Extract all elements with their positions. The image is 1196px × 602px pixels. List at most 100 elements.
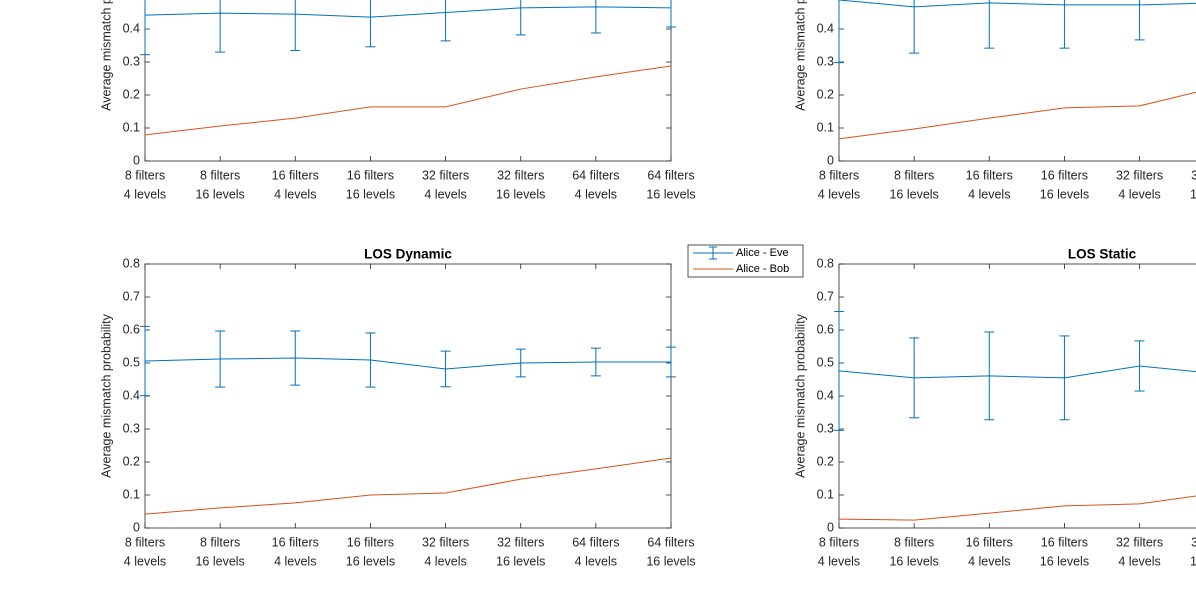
legend-box: [687, 244, 804, 278]
x-tick-label: 4 levels: [818, 187, 860, 201]
error-bar: [440, 0, 451, 42]
chart-title: LOS Dynamic: [364, 247, 452, 262]
y-tick-label: 0: [827, 520, 834, 534]
y-axis-label: Average mismatch probability: [793, 313, 807, 477]
y-axis-label: Average mismatch probability: [99, 0, 113, 111]
x-tick-label: 8 filters: [819, 168, 859, 182]
series-line: [838, 91, 1196, 140]
series-line: [144, 357, 671, 370]
error-bar: [140, 0, 150, 56]
series-line: [838, 495, 1196, 521]
x-tick-label: 4 levels: [818, 554, 860, 568]
y-tick-label: 0.8: [817, 256, 834, 270]
x-tick-label: 4 levels: [274, 187, 316, 201]
y-tick-label: 0.7: [123, 289, 140, 303]
y-tick-label: 0.5: [817, 355, 834, 369]
x-tick-label: 4 levels: [424, 554, 466, 568]
error-bar: [1134, 0, 1145, 41]
x-tick-label: 4 levels: [274, 554, 316, 568]
x-tick-label: 16 levels: [195, 554, 244, 568]
series-line: [144, 6, 672, 18]
x-tick-label: 16 levels: [889, 187, 938, 201]
y-tick-label: 0.3: [123, 421, 140, 435]
y-tick-label: 0.2: [817, 87, 834, 101]
error-bar: [909, 0, 920, 54]
series-line: [838, 0, 1196, 8]
y-tick-label: 0: [133, 520, 140, 534]
x-tick-label: 16 filters: [272, 535, 319, 549]
y-tick-label: 0.1: [817, 487, 834, 501]
x-tick-label: 16 levels: [1040, 187, 1089, 201]
x-tick-label: 16 filters: [966, 168, 1013, 182]
y-tick-label: 0.3: [123, 54, 140, 68]
error-bar: [590, 347, 601, 377]
error-bar: [290, 0, 301, 51]
y-tick-label: 0.4: [817, 388, 834, 402]
y-tick-label: 0.8: [123, 256, 140, 270]
x-tick-label: 64 filters: [572, 168, 619, 182]
error-bar: [365, 332, 376, 388]
error-bar: [1134, 340, 1145, 392]
x-tick-label: 16 filters: [347, 535, 394, 549]
y-tick-label: 0.3: [817, 421, 834, 435]
x-tick-label: 4 levels: [1118, 187, 1160, 201]
x-tick-label: 32 filters: [1116, 168, 1163, 182]
x-tick-label: 16 filters: [1041, 535, 1088, 549]
x-tick-label: 4 levels: [968, 187, 1010, 201]
x-tick-label: 16 levels: [646, 187, 695, 201]
y-tick-label: 0.1: [123, 120, 140, 134]
error-bar: [666, 346, 676, 378]
x-tick-label: 16 filters: [1041, 168, 1088, 182]
x-tick-label: 16 levels: [346, 187, 395, 201]
error-bar: [140, 325, 150, 397]
x-tick-label: 16 levels: [1040, 554, 1089, 568]
series-line: [144, 65, 672, 136]
x-tick-label: 8 filters: [125, 168, 165, 182]
x-tick-label: 8 filters: [200, 168, 240, 182]
series-line: [144, 457, 672, 515]
error-bar: [984, 0, 995, 49]
x-tick-label: 16 levels: [195, 187, 244, 201]
y-tick-label: 0.4: [123, 388, 140, 402]
series-line: [838, 365, 1196, 379]
error-bar: [515, 0, 526, 36]
y-tick-label: 0.5: [817, 0, 834, 2]
chart-title: LOS Static: [1068, 247, 1137, 262]
error-bar: [365, 0, 376, 48]
x-tick-label: 16 levels: [496, 554, 545, 568]
x-tick-label: 16 levels: [1190, 187, 1196, 201]
x-tick-label: 16 levels: [889, 554, 938, 568]
y-tick-label: 0.7: [817, 289, 834, 303]
x-tick-label: 32 filters: [497, 168, 544, 182]
error-bar: [666, 0, 676, 28]
error-bar: [440, 350, 451, 388]
y-tick-label: 0.2: [817, 454, 834, 468]
y-tick-label: 0.2: [123, 454, 140, 468]
y-tick-label: 0.1: [817, 120, 834, 134]
x-tick-label: 16 levels: [1190, 554, 1196, 568]
x-tick-label: 16 levels: [646, 554, 695, 568]
x-tick-label: 4 levels: [575, 187, 617, 201]
x-tick-label: 64 filters: [572, 535, 619, 549]
error-bar: [1059, 335, 1070, 421]
x-tick-label: 16 filters: [347, 168, 394, 182]
x-tick-label: 32 filters: [497, 535, 544, 549]
y-tick-label: 0.3: [817, 54, 834, 68]
y-axis-label: Average mismatch probability: [793, 0, 807, 111]
x-tick-label: 8 filters: [819, 535, 859, 549]
legend-label: Alice - Eve: [736, 247, 789, 259]
y-tick-label: 0.4: [123, 21, 140, 35]
error-bar: [215, 0, 226, 53]
x-tick-label: 8 filters: [894, 168, 934, 182]
x-tick-label: 32 filters: [1191, 535, 1196, 549]
x-tick-label: 8 filters: [200, 535, 240, 549]
error-bar: [590, 0, 601, 34]
y-tick-label: 0.5: [123, 355, 140, 369]
x-tick-label: 8 filters: [125, 535, 165, 549]
x-tick-label: 4 levels: [968, 554, 1010, 568]
x-tick-label: 64 filters: [647, 168, 694, 182]
x-tick-label: 16 levels: [496, 187, 545, 201]
